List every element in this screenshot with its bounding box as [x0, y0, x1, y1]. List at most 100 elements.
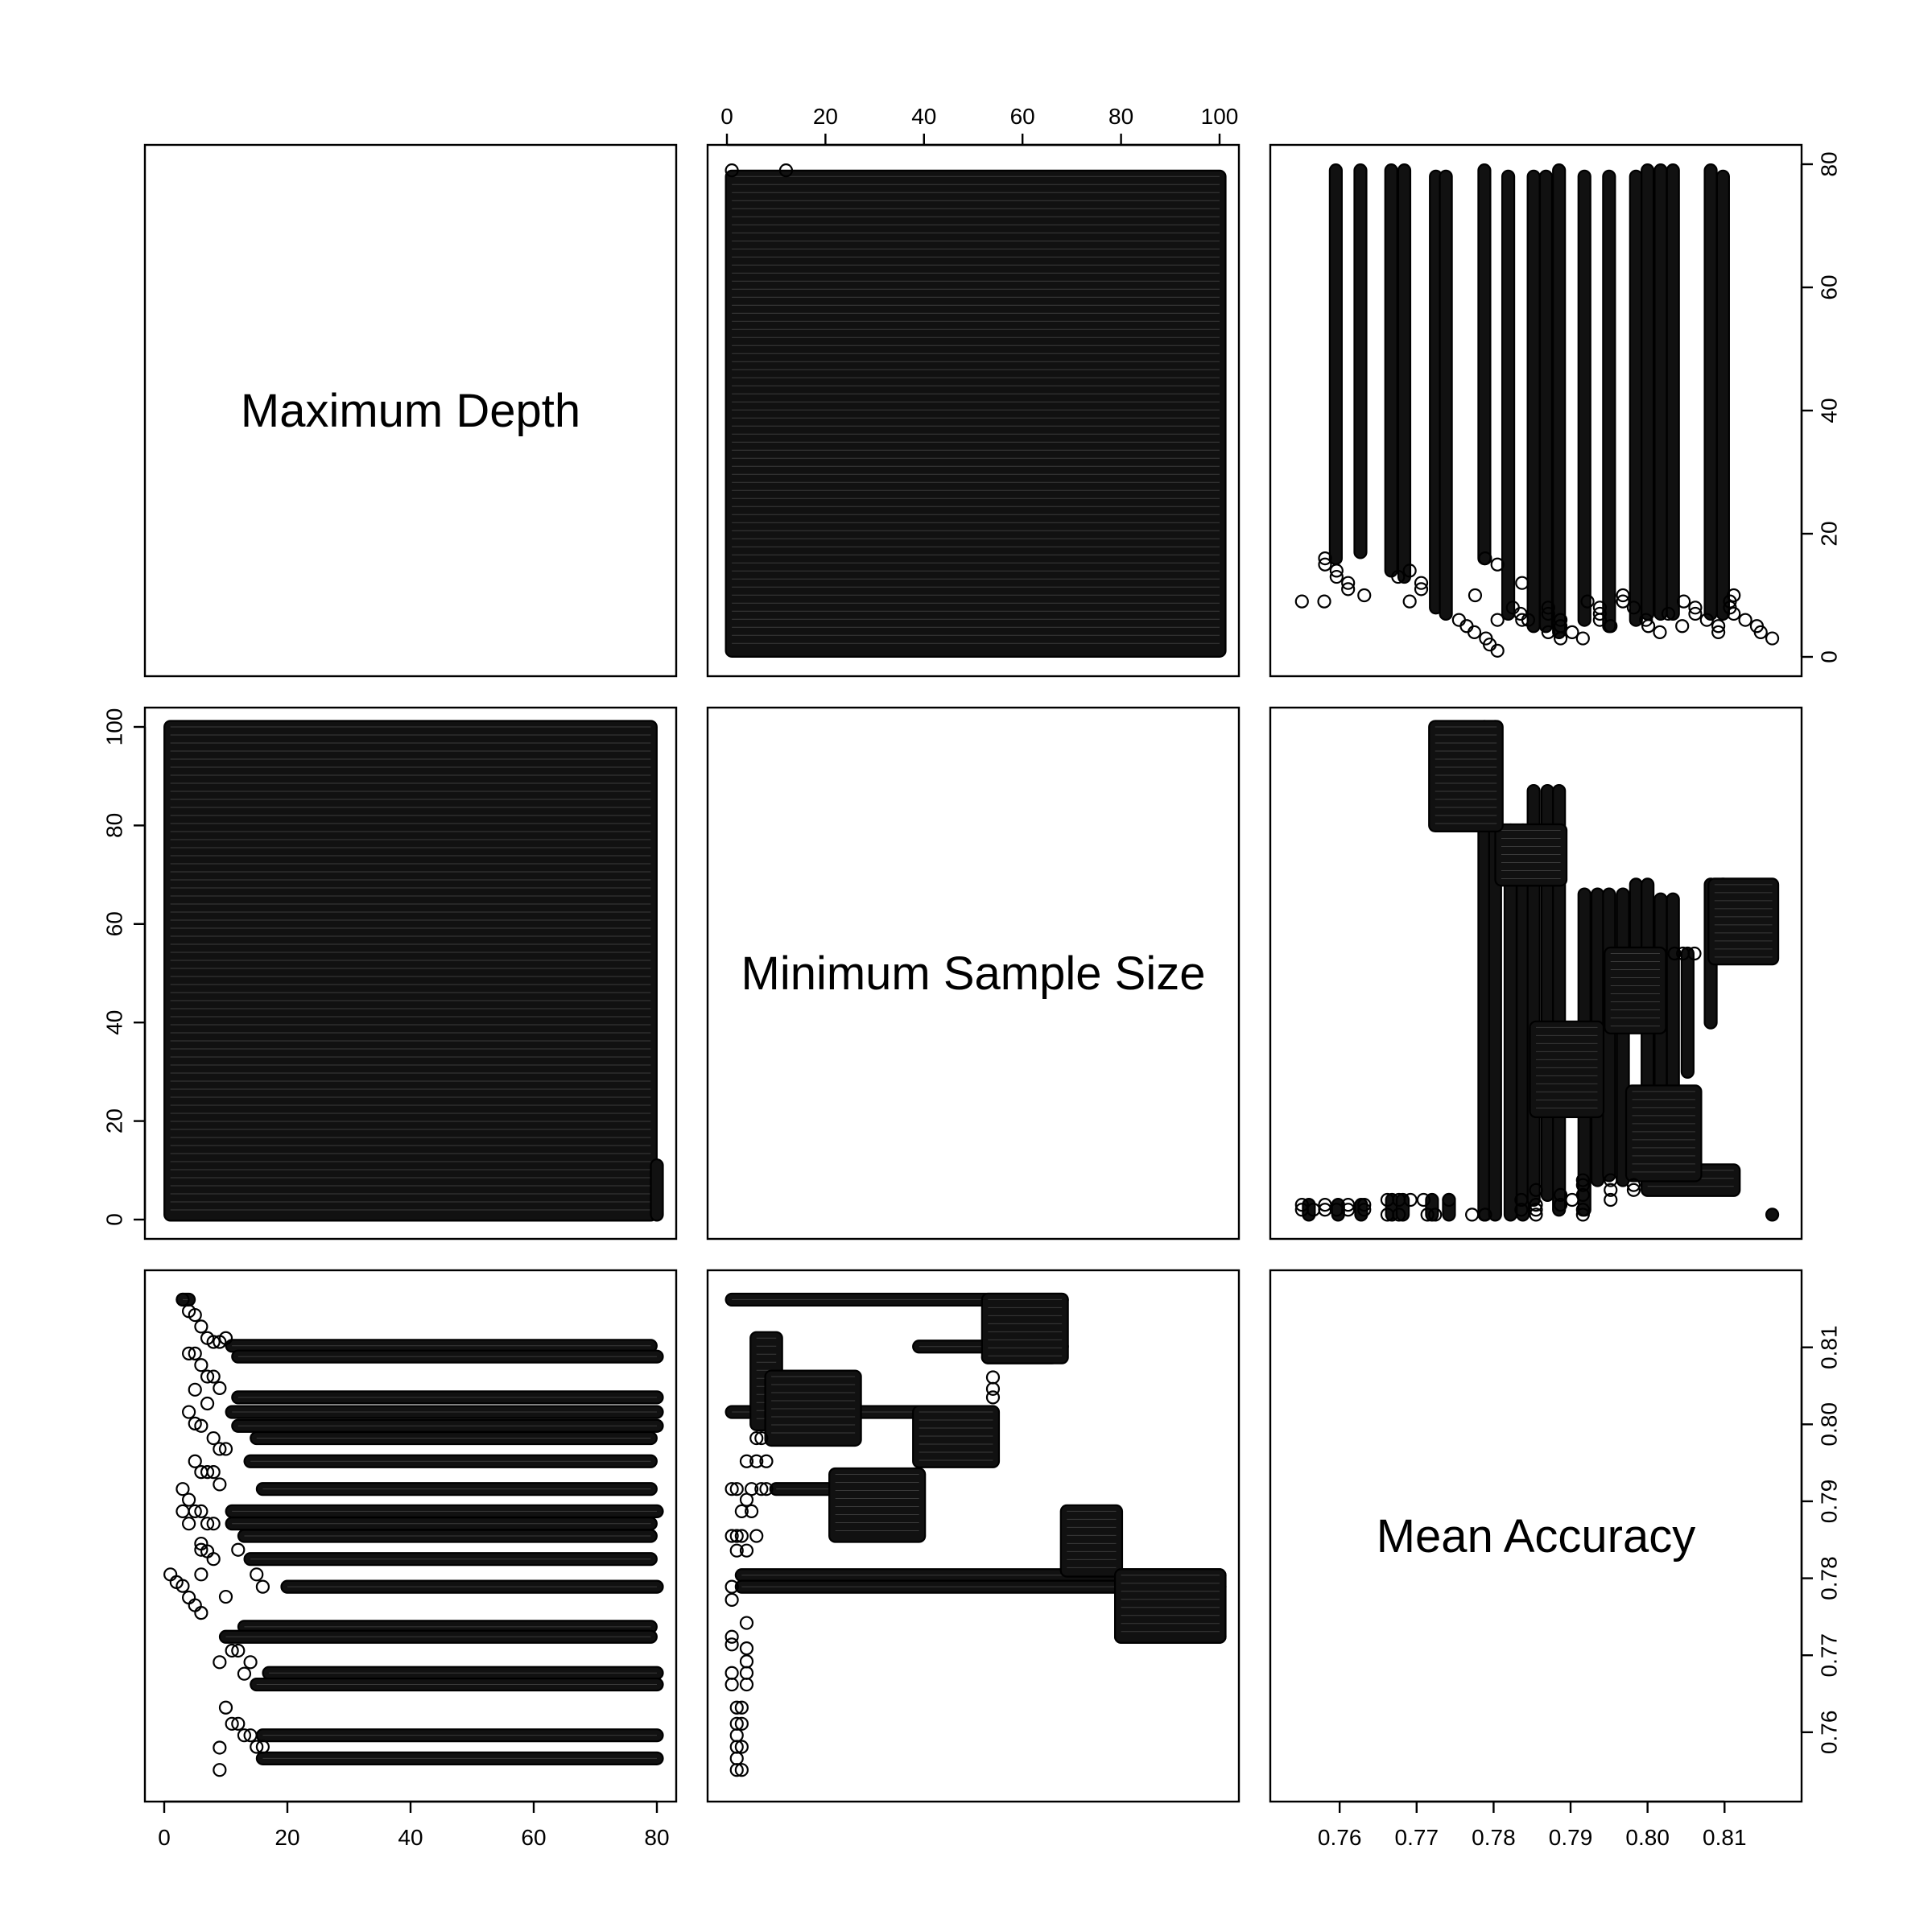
data-point	[213, 1442, 227, 1456]
data-point	[744, 1482, 759, 1496]
depth-acc-band	[231, 1390, 664, 1405]
acc-depth-column	[1552, 163, 1567, 639]
data-point	[1459, 619, 1474, 634]
data-point	[749, 1529, 764, 1543]
acc-depth-column	[1328, 163, 1343, 566]
data-point	[739, 1616, 754, 1630]
data-point	[1514, 1203, 1529, 1217]
data-point	[1749, 619, 1765, 634]
data-point	[194, 1358, 208, 1373]
acc-size-block	[1529, 1020, 1605, 1118]
data-point	[734, 1740, 749, 1754]
data-point	[1723, 601, 1737, 615]
data-point	[206, 1552, 221, 1567]
tick-label: 0.77	[1395, 1825, 1439, 1850]
data-point	[255, 1740, 270, 1754]
size-depth-region-edge	[650, 1158, 664, 1222]
data-point	[1529, 1203, 1543, 1217]
tick-label: 0	[101, 1213, 126, 1226]
data-point	[724, 1482, 739, 1496]
panel-box-1-1	[706, 706, 1241, 1241]
data-point	[1616, 588, 1630, 603]
data-point	[1765, 631, 1780, 646]
data-point	[1575, 1203, 1590, 1217]
data-point	[250, 1740, 264, 1754]
data-point	[213, 1655, 227, 1670]
data-point	[1465, 1208, 1480, 1222]
depth-acc-band	[231, 1418, 664, 1433]
size-acc-block	[1059, 1504, 1124, 1578]
tick-label: 0.76	[1816, 1711, 1841, 1755]
acc-depth-column	[1538, 169, 1554, 634]
data-point	[1329, 564, 1344, 578]
tick-label: 0.78	[1472, 1825, 1516, 1850]
depth-acc-band	[243, 1552, 658, 1567]
tick-label: 0.79	[1816, 1480, 1841, 1524]
data-point	[237, 1728, 252, 1743]
data-point	[188, 1307, 202, 1323]
data-point	[1687, 946, 1702, 961]
acc-size-column	[1765, 1208, 1780, 1222]
data-point	[1541, 606, 1555, 621]
tick-label: 0.80	[1816, 1402, 1841, 1447]
data-point	[1294, 1198, 1309, 1212]
tick-label: 40	[101, 1010, 126, 1035]
data-point	[1468, 588, 1483, 603]
data-point	[778, 163, 794, 178]
depth-size-region	[724, 169, 1227, 658]
depth-acc-band	[218, 1629, 658, 1644]
panel-box-2-1	[706, 1269, 1241, 1803]
depth-acc-band	[225, 1405, 664, 1419]
data-point	[1604, 1173, 1618, 1187]
data-point	[206, 1369, 221, 1384]
acc-size-column	[1602, 887, 1616, 1183]
data-point	[1414, 576, 1429, 590]
size-acc-block	[828, 1467, 927, 1543]
data-point	[1541, 625, 1555, 640]
data-point	[1490, 643, 1505, 658]
data-point	[749, 1454, 764, 1468]
data-point	[175, 1482, 190, 1496]
data-point	[1341, 582, 1356, 597]
acc-size-column	[1680, 946, 1695, 1080]
tick-label: 0.81	[1816, 1325, 1841, 1369]
tick-label: 0.79	[1549, 1825, 1593, 1850]
diagonal-label-depth: Maximum Depth	[241, 385, 580, 437]
panel-box-0-0	[143, 143, 678, 678]
data-point	[724, 1677, 739, 1692]
data-point	[218, 1331, 233, 1345]
data-point	[1515, 613, 1530, 627]
tick-label: 60	[521, 1825, 546, 1850]
diagonal-label-acc: Mean Accuracy	[1377, 1510, 1696, 1563]
acc-depth-column	[1384, 163, 1398, 578]
data-point	[200, 1396, 215, 1411]
data-point	[749, 1430, 764, 1446]
data-point	[255, 1579, 270, 1594]
data-point	[729, 1763, 744, 1777]
depth-acc-band	[225, 1504, 664, 1519]
data-point	[243, 1728, 258, 1743]
tick-label: 20	[101, 1108, 126, 1133]
data-point	[1626, 601, 1641, 615]
data-point	[250, 1567, 264, 1582]
data-point	[1575, 1178, 1590, 1192]
data-point	[188, 1346, 202, 1360]
tick-label: 0	[1816, 650, 1841, 663]
tick-label: 20	[275, 1825, 299, 1850]
acc-depth-column	[1501, 169, 1516, 621]
acc-depth-column	[1526, 169, 1541, 634]
data-point	[1575, 631, 1590, 646]
data-point	[231, 1716, 246, 1731]
data-point	[1592, 601, 1607, 615]
data-point	[1575, 1173, 1590, 1187]
data-point	[1727, 588, 1741, 603]
acc-depth-column	[1641, 163, 1655, 621]
data-point	[1357, 1198, 1372, 1212]
data-point	[754, 1430, 769, 1446]
depth-acc-band	[250, 1430, 658, 1446]
data-point	[759, 1454, 774, 1468]
data-point	[1490, 557, 1505, 572]
data-point	[194, 1542, 208, 1557]
data-point	[225, 1716, 239, 1731]
